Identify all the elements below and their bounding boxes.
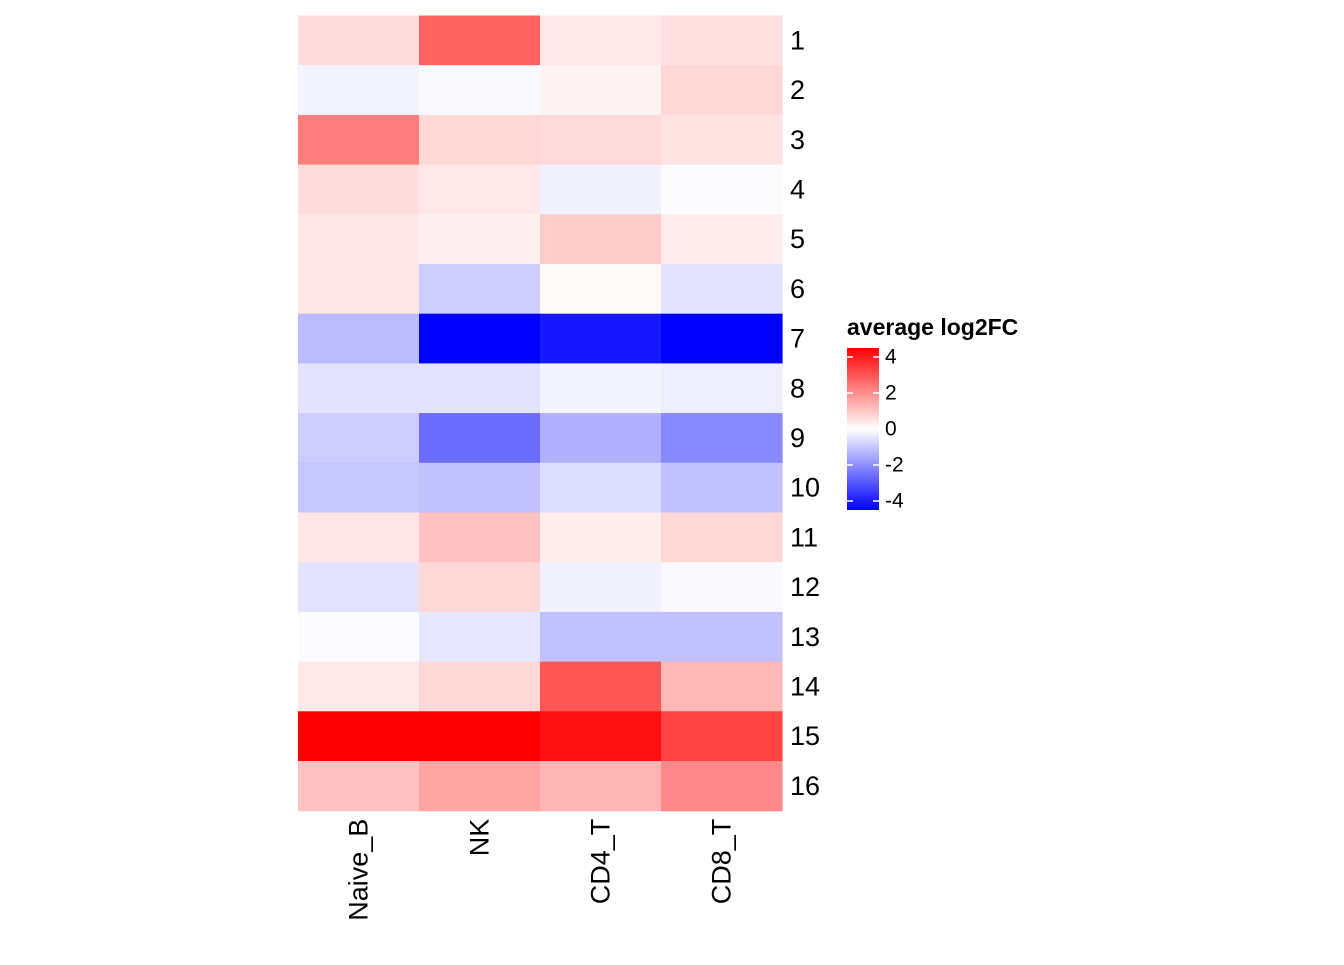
- color-legend: average log2FC 4 2 0 -2 -4: [847, 314, 1018, 513]
- heatmap-cell: [661, 363, 783, 414]
- heatmap-cell: [540, 114, 662, 166]
- legend-tick-label: 4: [885, 346, 897, 369]
- heatmap-cell: [540, 15, 662, 66]
- heatmap-cell: [540, 661, 662, 712]
- heatmap-cell: [540, 562, 662, 613]
- row-label: 4: [790, 174, 805, 204]
- heatmap-cell: [540, 462, 662, 514]
- heatmap-cell: [661, 761, 783, 812]
- heatmap-cell: [540, 214, 662, 265]
- heatmap-cell: [419, 114, 541, 166]
- heatmap-cell: [419, 65, 541, 116]
- heatmap-cell: [298, 114, 420, 166]
- heatmap-cell: [540, 413, 662, 464]
- heatmap-cells: [298, 15, 783, 812]
- heatmap-cell: [298, 562, 420, 613]
- row-label: 12: [790, 572, 820, 602]
- legend-tick-label: -4: [885, 490, 904, 513]
- row-label: 10: [790, 473, 820, 503]
- row-label: 16: [790, 771, 820, 801]
- heatmap-cell: [419, 363, 541, 414]
- heatmap-cell: [419, 611, 541, 663]
- heatmap-cell: [419, 562, 541, 613]
- heatmap-cell: [298, 413, 420, 464]
- heatmap-cell: [661, 164, 783, 215]
- row-label: 15: [790, 721, 820, 751]
- heatmap-cell: [298, 363, 420, 414]
- heatmap-cell: [298, 65, 420, 116]
- row-label: 11: [790, 522, 818, 552]
- heatmap-cell: [298, 512, 420, 563]
- heatmap-cell: [661, 512, 783, 563]
- legend-title: average log2FC: [847, 314, 1018, 340]
- heatmap-cell: [419, 264, 541, 315]
- heatmap-cell: [540, 611, 662, 663]
- row-label: 6: [790, 274, 805, 304]
- legend-tick-label: 2: [885, 382, 897, 405]
- heatmap-cell: [540, 264, 662, 315]
- heatmap-cell: [298, 15, 420, 66]
- heatmap-cell: [298, 661, 420, 712]
- heatmap-cell: [298, 761, 420, 812]
- heatmap-cell: [661, 15, 783, 66]
- heatmap-cell: [419, 313, 541, 364]
- heatmap-cell: [661, 214, 783, 265]
- legend-ticks: 4 2 0 -2 -4: [847, 346, 904, 513]
- row-label: 2: [790, 75, 805, 105]
- heatmap-cell: [540, 65, 662, 116]
- heatmap-cell: [298, 462, 420, 514]
- row-label: 8: [790, 373, 805, 403]
- heatmap-cell: [419, 413, 541, 464]
- heatmap-cell: [419, 711, 541, 762]
- heatmap-cell: [661, 711, 783, 762]
- heatmap-cell: [540, 711, 662, 762]
- heatmap-cell: [661, 65, 783, 116]
- row-label: 1: [790, 25, 805, 55]
- heatmap-cell: [419, 164, 541, 215]
- heatmap-cell: [298, 611, 420, 663]
- heatmap-cell: [298, 264, 420, 315]
- heatmap-cell: [540, 313, 662, 364]
- heatmap-cell: [419, 214, 541, 265]
- heatmap-cell: [661, 462, 783, 514]
- heatmap-cell: [419, 761, 541, 812]
- heatmap-cell: [540, 512, 662, 563]
- heatmap-cell: [419, 15, 541, 66]
- heatmap-cell: [540, 761, 662, 812]
- heatmap-cell: [419, 462, 541, 514]
- heatmap-cell: [298, 313, 420, 364]
- heatmap-cell: [661, 114, 783, 166]
- heatmap-cell: [298, 711, 420, 762]
- heatmap-cell: [661, 562, 783, 613]
- heatmap-cell: [298, 164, 420, 215]
- heatmap-cell: [419, 661, 541, 712]
- row-label: 9: [790, 423, 805, 453]
- heatmap-cell: [661, 264, 783, 315]
- legend-tick-label: -2: [885, 454, 904, 477]
- row-label: 13: [790, 622, 820, 652]
- row-label: 14: [790, 671, 820, 701]
- heatmap-cell: [661, 413, 783, 464]
- heatmap-cell: [298, 214, 420, 265]
- heatmap-cell: [661, 611, 783, 663]
- heatmap-cell: [661, 661, 783, 712]
- row-label: 5: [790, 224, 805, 254]
- row-label: 7: [790, 324, 805, 354]
- column-labels: Naive_B NK CD4_T CD8_T: [344, 819, 737, 921]
- heatmap-cell: [540, 363, 662, 414]
- heatmap-cell: [540, 164, 662, 215]
- column-label: CD8_T: [707, 819, 737, 905]
- legend-tick-label: 0: [885, 418, 897, 441]
- column-label: NK: [465, 819, 495, 857]
- column-label: CD4_T: [586, 819, 616, 905]
- heatmap-cell: [661, 313, 783, 364]
- column-label: Naive_B: [344, 819, 374, 921]
- row-label: 3: [790, 125, 805, 155]
- heatmap-cell: [419, 512, 541, 563]
